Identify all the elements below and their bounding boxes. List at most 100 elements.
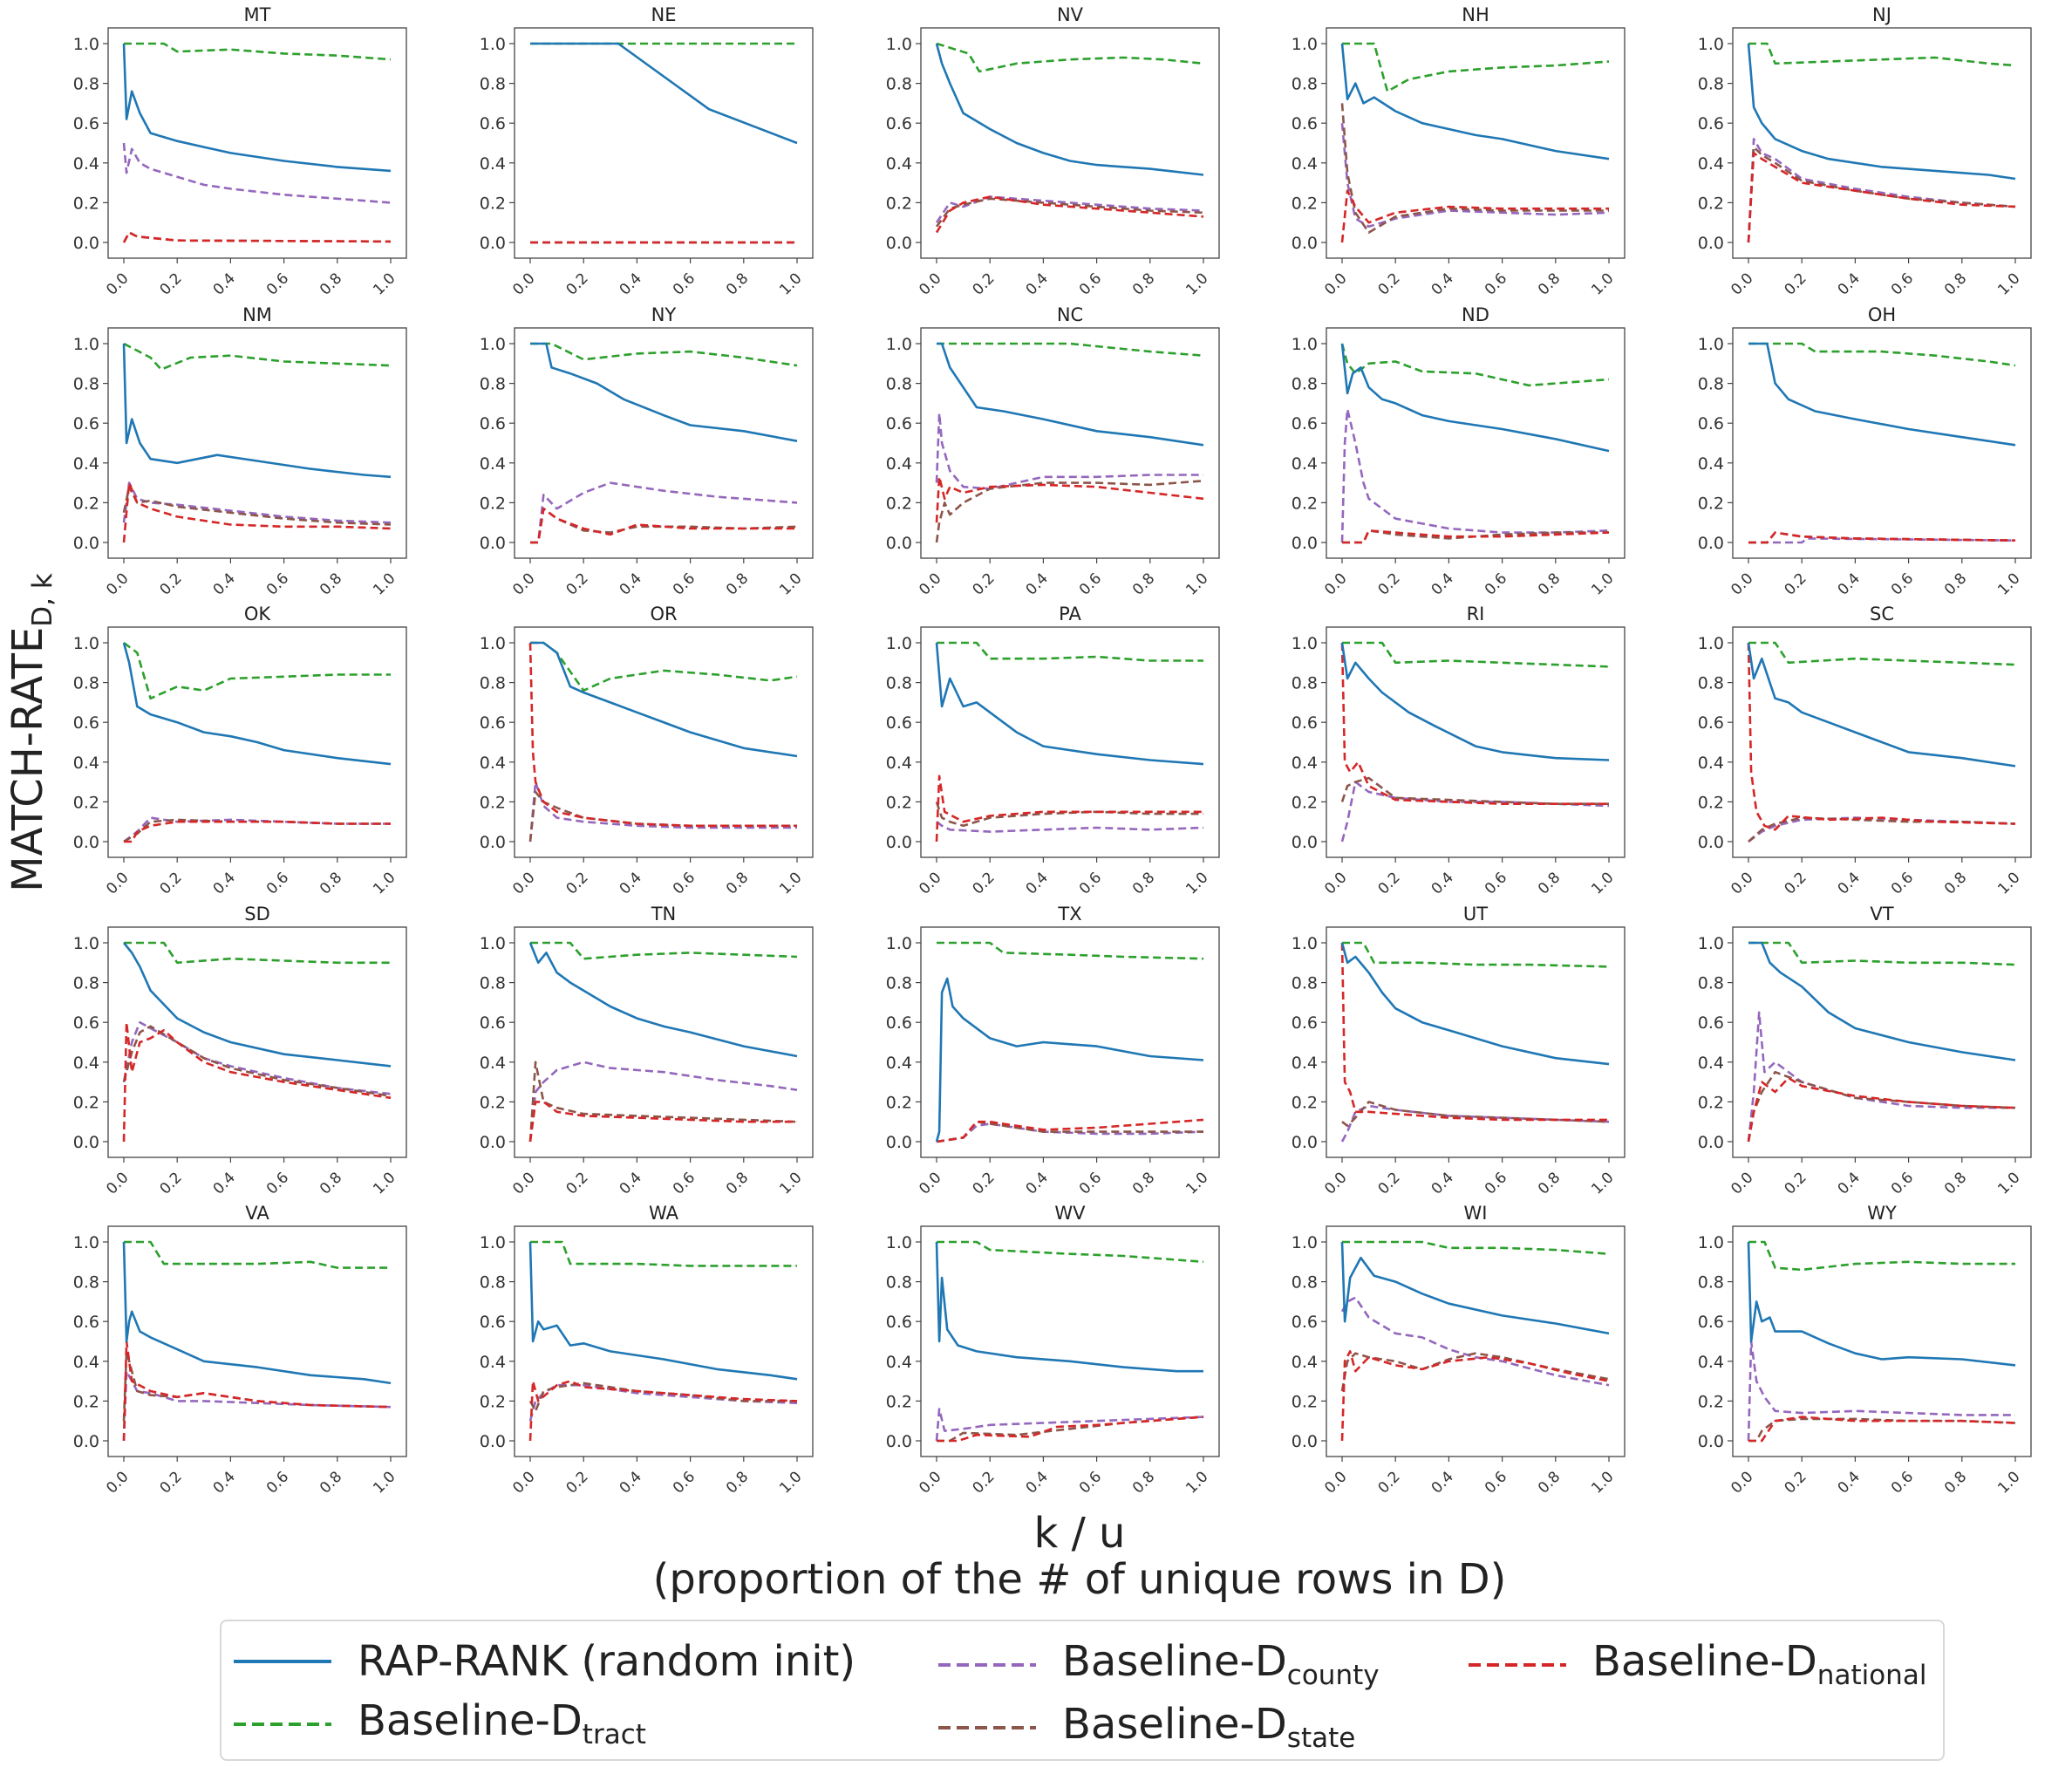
x-tick-label: 0.4 xyxy=(1023,869,1052,897)
x-tick-label: 0.4 xyxy=(617,869,645,897)
y-tick-label: 0.8 xyxy=(1698,75,1724,94)
y-tick-label: 0.0 xyxy=(886,833,912,852)
x-tick-label: 0.8 xyxy=(1129,269,1158,298)
small-multiples-grid: MT0.00.20.40.60.81.00.0 0.2 0.4 0.6 0.8 1.0NE… xyxy=(73,4,2032,1498)
panel-title: UT xyxy=(1463,904,1488,924)
panel-title: ND xyxy=(1462,304,1489,325)
x-tick-label: 0.8 xyxy=(1129,869,1158,897)
y-tick-label: 0.8 xyxy=(73,674,99,693)
x-tick-label: 1.0 xyxy=(1183,1169,1211,1197)
y-tick-label: 0.6 xyxy=(1698,114,1724,133)
y-tick-label: 0.6 xyxy=(1698,1313,1724,1332)
y-tick-label: 0.2 xyxy=(1292,793,1318,812)
x-tick-label: 0.6 xyxy=(1076,570,1105,598)
y-tick-label: 0.2 xyxy=(73,494,99,513)
x-tick-label: 0.0 xyxy=(916,269,944,298)
x-tick-label: 0.2 xyxy=(1781,269,1810,298)
series-line-rap xyxy=(122,942,392,1068)
x-tick-label: 0.4 xyxy=(1023,269,1052,298)
y-tick-label: 1.0 xyxy=(886,35,912,54)
x-tick-label: 0.6 xyxy=(1482,1169,1510,1197)
series-line-tract xyxy=(530,342,798,367)
x-tick-label: 0.8 xyxy=(317,1169,345,1197)
y-tick-label: 1.0 xyxy=(480,35,506,54)
y-tick-label: 0.8 xyxy=(480,375,506,394)
series-line-rap xyxy=(530,641,798,758)
y-tick-label: 0.0 xyxy=(1698,534,1724,553)
y-tick-label: 0.2 xyxy=(73,793,99,812)
y-tick-label: 0.6 xyxy=(73,713,99,733)
panel-title: MT xyxy=(244,4,271,25)
x-tick-label: 0.0 xyxy=(1728,869,1756,897)
x-tick-label: 0.0 xyxy=(1728,269,1756,298)
series-line-tract xyxy=(1748,42,2016,67)
y-tick-label: 1.0 xyxy=(480,335,506,354)
y-tick-label: 0.4 xyxy=(480,154,506,174)
axes-frame xyxy=(920,626,1220,858)
series-line-tract xyxy=(124,941,391,965)
y-axis-label-main: MATCH-RATE xyxy=(3,627,52,892)
x-tick-label: 0.8 xyxy=(1129,1468,1158,1497)
x-tick-label: 1.0 xyxy=(776,869,805,897)
panel-pa: PA 0.0 0.2 0.4 0.6 0.8 1.0 0.0 0.2 0.4 0.6 0.8 1.0 xyxy=(886,604,1220,898)
x-tick-label: 0.8 xyxy=(1535,570,1564,598)
panel-sd: SD 0.0 0.2 0.4 0.6 0.8 1.0 0.0 0.2 0.4 0.6 0.8 1.0 xyxy=(73,904,407,1198)
panel-tn: TN 0.0 0.2 0.4 0.6 0.8 1.0 0.0 0.2 0.4 0.6 0.8 1.0 xyxy=(480,904,814,1198)
series-line-tract xyxy=(937,641,1203,662)
y-tick-label: 0.2 xyxy=(73,194,99,213)
series-line-tract xyxy=(1748,941,2016,966)
series-line-rap xyxy=(528,1241,798,1381)
axes-frame xyxy=(1326,926,1626,1158)
x-tick-label: 0.0 xyxy=(1321,869,1350,897)
x-tick-label: 0.4 xyxy=(1428,1169,1457,1197)
x-tick-label: 0.6 xyxy=(670,869,699,897)
x-tick-label: 0.4 xyxy=(1835,1468,1864,1497)
series-line-national xyxy=(1340,1350,1610,1442)
y-tick-label: 0.4 xyxy=(1698,754,1724,773)
y-tick-label: 0.2 xyxy=(1292,194,1318,213)
x-tick-label: 0.2 xyxy=(1781,1169,1810,1197)
series-line-state xyxy=(935,480,1204,543)
x-tick-label: 0.0 xyxy=(103,1468,132,1497)
y-tick-label: 0.0 xyxy=(480,1432,506,1451)
y-tick-label: 0.4 xyxy=(1292,754,1318,773)
x-tick-label: 0.8 xyxy=(317,269,345,298)
series-line-tract xyxy=(1342,941,1610,968)
series-line-national xyxy=(1340,642,1609,805)
x-tick-label: 0.6 xyxy=(263,570,292,598)
x-tick-label: 0.4 xyxy=(1835,869,1864,897)
series-line-state xyxy=(1340,103,1609,234)
x-tick-label: 0.4 xyxy=(617,269,645,298)
x-tick-label: 0.4 xyxy=(1023,1468,1052,1497)
series-line-national xyxy=(122,1340,392,1442)
x-tick-label: 0.4 xyxy=(1023,570,1052,598)
x-tick-label: 0.2 xyxy=(1374,570,1403,598)
series-line-rap xyxy=(1747,1241,2016,1367)
x-tick-label: 0.4 xyxy=(1428,1468,1457,1497)
x-tick-label: 0.2 xyxy=(1781,869,1810,897)
y-tick-label: 0.8 xyxy=(1292,75,1318,94)
series-line-rap xyxy=(528,942,798,1058)
x-tick-label: 0.2 xyxy=(156,570,185,598)
y-tick-label: 0.0 xyxy=(73,534,99,553)
series-line-rap xyxy=(530,342,798,442)
x-tick-label: 0.2 xyxy=(562,269,591,298)
x-tick-label: 1.0 xyxy=(370,570,399,598)
y-tick-label: 0.0 xyxy=(1698,1133,1724,1152)
y-tick-label: 0.0 xyxy=(73,234,99,253)
y-tick-label: 0.0 xyxy=(886,534,912,553)
x-tick-label: 0.0 xyxy=(103,570,132,598)
x-tick-label: 0.8 xyxy=(1535,269,1564,298)
x-tick-label: 0.8 xyxy=(1129,1169,1158,1197)
panel-title: WA xyxy=(649,1203,679,1224)
y-tick-label: 0.6 xyxy=(1698,414,1724,433)
x-tick-label: 0.8 xyxy=(723,869,752,897)
panel-title: VA xyxy=(245,1203,269,1224)
y-tick-label: 1.0 xyxy=(73,634,99,653)
x-tick-label: 1.0 xyxy=(370,269,399,298)
axes-frame xyxy=(107,27,407,259)
series-line-rap xyxy=(1748,342,2016,447)
x-tick-label: 0.4 xyxy=(1835,570,1864,598)
x-tick-label: 0.6 xyxy=(1888,570,1917,598)
x-tick-label: 0.6 xyxy=(1076,269,1105,298)
